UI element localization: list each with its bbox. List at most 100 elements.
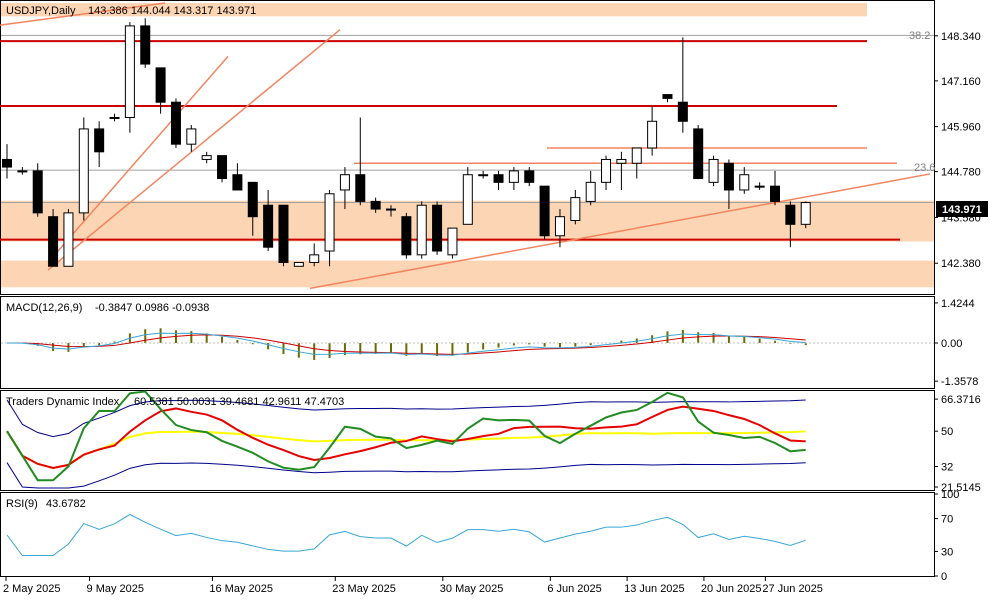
bear-candle [770, 185, 780, 202]
tdi-tick-label: 66.3716 [941, 394, 981, 406]
tdi-market-base-line [6, 430, 806, 469]
macd-values: -0.3847 0.0986 -0.0938 [95, 302, 209, 314]
supply-demand-zone [1, 260, 934, 288]
bull-candle [293, 261, 304, 267]
date-tick-label: 6 Jun 2025 [547, 583, 601, 595]
bear-candle [693, 128, 704, 180]
price-tick-label: 147.160 [941, 76, 981, 88]
bear-candle [263, 204, 274, 248]
tdi-signal-line [6, 405, 806, 469]
bull-candle [570, 197, 581, 222]
date-tick-label: 30 May 2025 [440, 583, 504, 595]
price-tick-label: 145.960 [941, 122, 981, 134]
rsi-tick-label: 30 [941, 546, 953, 558]
bull-candle [754, 185, 765, 188]
tdi-title: Traders Dynamic Index [6, 396, 120, 408]
price-tick-label: 144.780 [941, 167, 981, 179]
bull-candle [585, 181, 596, 202]
bull-candle [631, 147, 642, 164]
axis-labels: 148.340147.160145.960144.780143.580142.3… [3, 31, 981, 595]
rsi-line [6, 513, 806, 556]
trend-line [309, 173, 931, 290]
bull-candle [478, 174, 489, 177]
bull-candle [601, 158, 612, 183]
tdi-tick-label: 50 [941, 426, 953, 438]
bear-candle [432, 204, 443, 252]
bear-candle [2, 158, 12, 168]
bear-candle [662, 94, 673, 99]
bull-candle [309, 254, 320, 263]
bull-candle [708, 158, 719, 183]
macd-tick-label: 0.00 [941, 338, 962, 350]
bull-candle [462, 174, 473, 225]
trend-line [47, 29, 341, 271]
bull-candle [616, 158, 627, 164]
macd-signal-line [6, 334, 806, 355]
tdi-upper-band [6, 399, 806, 438]
bear-candle [247, 181, 258, 218]
price-tick-label: 142.380 [941, 258, 981, 270]
trend-line [47, 55, 229, 263]
rsi-title: RSI(9) [6, 498, 38, 510]
symbol-label: USDJPY,Daily [6, 5, 76, 17]
rsi-tick-label: 100 [941, 489, 959, 501]
bear-candle [355, 174, 366, 202]
rsi-tick-label: 70 [941, 514, 953, 526]
bear-candle [493, 174, 504, 183]
fib-label-236: 23.6 [914, 162, 935, 174]
last-price-tag [936, 201, 988, 217]
bull-candle [554, 216, 565, 237]
macd-pane [1, 328, 934, 360]
last-price-label: 143.971 [942, 204, 982, 216]
bear-candle [170, 101, 181, 145]
date-tick-label: 2 May 2025 [3, 583, 60, 595]
bull-candle [17, 170, 28, 173]
main-price-pane [0, 2, 934, 290]
bear-candle [48, 216, 59, 267]
bull-candle [447, 227, 458, 256]
bear-candle [140, 25, 151, 65]
tdi-price-line [6, 390, 806, 482]
bull-candle [416, 204, 427, 256]
bear-candle [32, 170, 43, 214]
bear-candle [677, 101, 688, 122]
bear-candle [94, 128, 105, 153]
bull-candle [647, 120, 658, 149]
bull-candle [324, 193, 335, 252]
bull-candle [109, 116, 120, 119]
bear-candle [539, 185, 550, 237]
bull-candle [386, 208, 396, 211]
bull-candle [800, 202, 811, 225]
bull-candle [739, 174, 750, 191]
fib-label-382: 38.2 [909, 30, 930, 42]
date-tick-label: 13 Jun 2025 [624, 583, 685, 595]
tdi-lower-band [6, 462, 806, 489]
ohlc-label: 143.386 144.044 143.317 143.971 [88, 5, 256, 17]
rsi-pane-frame [0, 492, 935, 577]
tdi-pane-frame [0, 390, 935, 491]
price-tick-label: 148.340 [941, 31, 981, 43]
rsi-tick-label: 0 [941, 571, 947, 583]
bull-candle [508, 170, 519, 183]
bear-candle [723, 162, 734, 191]
bull-candle [339, 174, 350, 191]
macd-tick-label: 1.4244 [941, 298, 975, 310]
bear-candle [278, 204, 289, 263]
rsi-value: 43.6782 [46, 498, 86, 510]
bear-candle [370, 200, 381, 210]
date-tick-label: 16 May 2025 [209, 583, 273, 595]
tdi-tick-label: 32 [941, 461, 953, 473]
bull-candle [78, 128, 89, 214]
main-pane-frame [0, 0, 935, 295]
bull-candle [63, 212, 74, 267]
bear-candle [401, 216, 412, 256]
trend-line [0, 2, 166, 26]
tdi-values: 60.5381 50.0031 39.4681 42.9611 47.4703 [134, 396, 344, 408]
bear-candle [785, 204, 796, 225]
date-tick-label: 27 Jun 2025 [762, 583, 823, 595]
supply-demand-zone [1, 3, 867, 17]
bear-candle [232, 174, 243, 191]
bear-candle [524, 170, 535, 183]
macd-tick-label: -1.3578 [941, 376, 978, 388]
